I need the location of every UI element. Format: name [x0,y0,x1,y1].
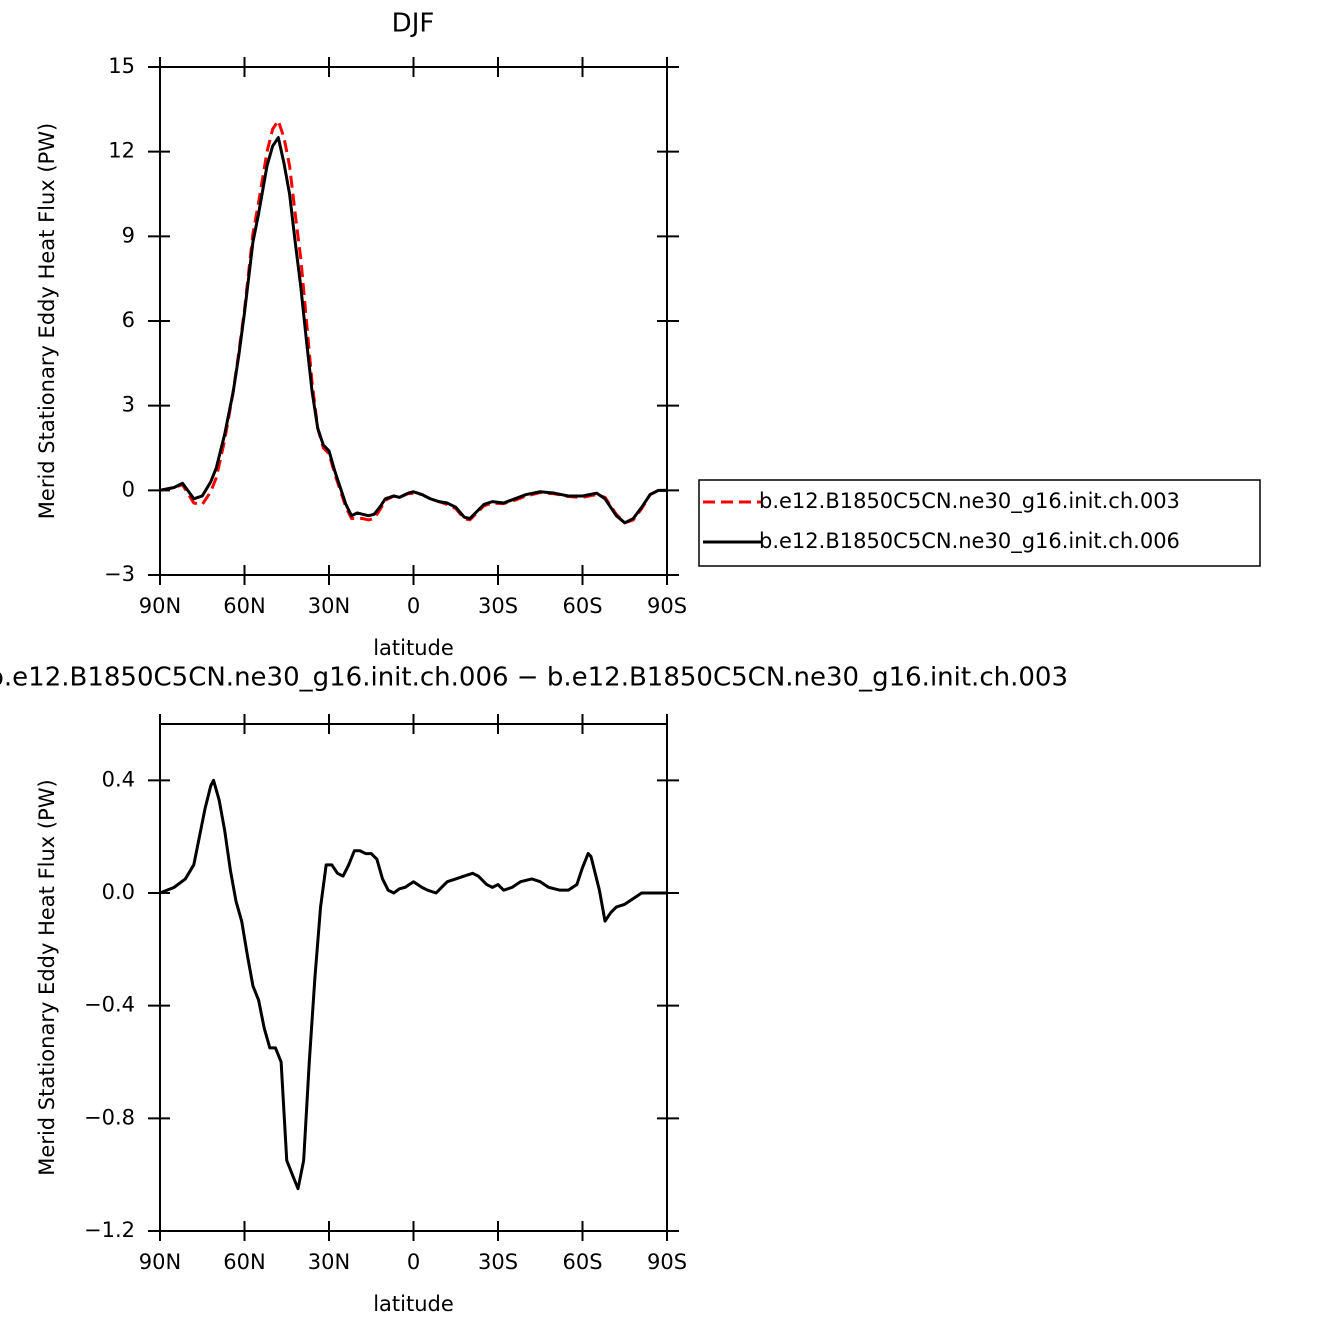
plot-frame [159,723,668,1232]
x-tick-label: 30N [308,1250,350,1274]
x-tick-label: 90S [647,1250,687,1274]
data-line [159,119,667,525]
y-tick-label: 0.4 [102,767,135,791]
legend-label: b.e12.B1850C5CN.ne30_g16.init.ch.006 [759,529,1180,554]
legend-label: b.e12.B1850C5CN.ne30_g16.init.ch.003 [759,489,1180,514]
data-line [159,778,667,1191]
legend-box [698,479,1261,567]
y-tick-label: −0.4 [84,993,135,1017]
chart-title: DJF [392,9,435,39]
y-tick-label: 6 [122,308,135,332]
y-tick-label: 15 [108,54,135,78]
y-axis-label: Merid Stationary Eddy Heat Flux (PW) [35,123,59,519]
x-tick-label: 60S [562,594,602,618]
x-tick-label: 30N [308,594,350,618]
plot-frame [159,66,668,576]
y-tick-label: 0 [122,477,135,501]
x-tick-label: 90N [139,594,181,618]
x-tick-label: 30S [478,1250,518,1274]
y-tick-label: 0.0 [102,880,135,904]
chart-title: b.e12.B1850C5CN.ne30_g16.init.ch.006 − b… [0,663,1068,693]
y-axis-label: Merid Stationary Eddy Heat Flux (PW) [35,779,59,1175]
y-tick-label: 12 [108,139,135,163]
x-axis-label: latitude [373,1292,454,1316]
data-line [159,136,667,525]
x-tick-label: 90N [139,1250,181,1274]
x-tick-label: 30S [478,594,518,618]
y-tick-label: −0.8 [84,1105,135,1129]
y-tick-label: −1.2 [84,1218,135,1242]
y-tick-label: −3 [104,562,135,586]
x-tick-label: 60N [223,594,265,618]
x-axis-label: latitude [373,636,454,660]
x-tick-label: 60S [562,1250,602,1274]
x-tick-label: 0 [407,594,420,618]
x-tick-label: 0 [407,1250,420,1274]
x-tick-label: 60N [223,1250,265,1274]
y-tick-label: 9 [122,223,135,247]
y-tick-label: 3 [122,393,135,417]
x-tick-label: 90S [647,594,687,618]
